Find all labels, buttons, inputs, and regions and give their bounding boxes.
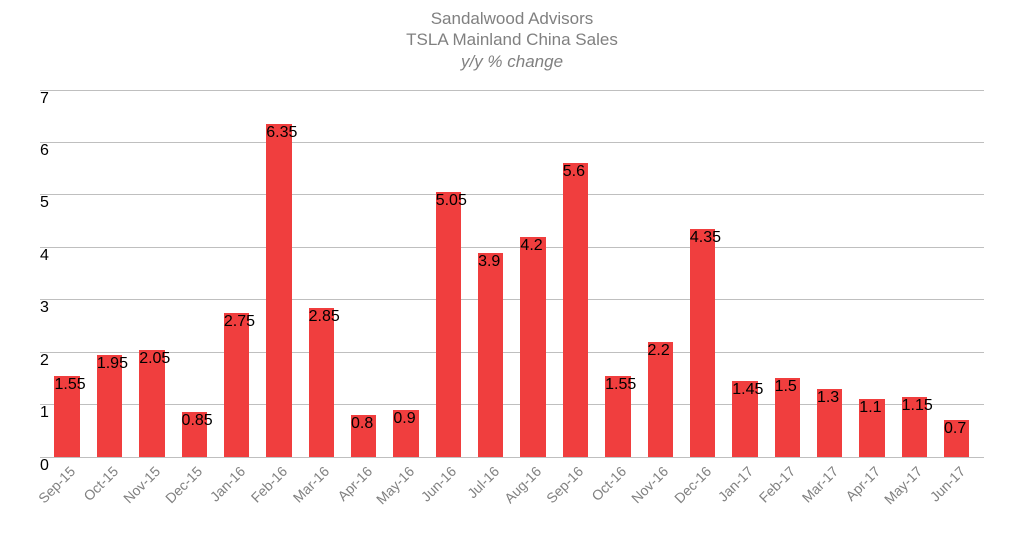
bar-slot: 1.5: [766, 90, 808, 457]
bar: 2.05: [139, 350, 164, 457]
x-tick: Oct-15: [88, 457, 130, 458]
bar: 1.95: [97, 355, 122, 457]
bar-slot: 0.85: [173, 90, 215, 457]
x-tick: May-16: [385, 457, 427, 458]
x-tick: Aug-16: [512, 457, 554, 458]
x-tick: May-17: [893, 457, 935, 458]
x-tick-label: Mar-17: [798, 463, 841, 506]
x-tick: Apr-17: [851, 457, 893, 458]
bar: 0.9: [393, 410, 418, 457]
bar-slot: 5.05: [427, 90, 469, 457]
bar: 3.9: [478, 253, 503, 457]
x-tick-label: Dec-15: [162, 463, 205, 506]
x-tick-label: Feb-16: [248, 463, 291, 506]
bar-slot: 4.35: [681, 90, 723, 457]
bar-slot: 2.75: [215, 90, 257, 457]
bar: 1.45: [732, 381, 757, 457]
x-tick-label: Nov-15: [120, 463, 163, 506]
bar-slot: 4.2: [512, 90, 554, 457]
bar-slot: 1.15: [893, 90, 935, 457]
x-tick-label: Jan-17: [715, 463, 757, 505]
bar-slot: 1.1: [851, 90, 893, 457]
x-tick-label: Mar-16: [290, 463, 333, 506]
x-tick-label: Oct-16: [588, 463, 629, 504]
x-tick-label: Jun-16: [418, 463, 460, 505]
bar: 2.2: [648, 342, 673, 457]
bar-slot: 1.95: [88, 90, 130, 457]
bar: 1.55: [605, 376, 630, 457]
x-tick-label: Jul-16: [464, 463, 502, 501]
bar: 2.75: [224, 313, 249, 457]
bar-slot: 2.85: [300, 90, 342, 457]
x-tick: Jun-16: [427, 457, 469, 458]
x-tick-label: Aug-16: [501, 463, 544, 506]
bar: 0.85: [182, 412, 207, 457]
bar: 5.6: [563, 163, 588, 457]
bar-series: 1.55 1.95 2.05 0.85 2.75 6.35 2.85 0.8 0.9 5.05 3.…: [40, 90, 984, 457]
x-tick: Oct-16: [597, 457, 639, 458]
chart-title-line-1: Sandalwood Advisors: [0, 8, 1024, 29]
x-tick: Jul-16: [470, 457, 512, 458]
x-tick: Jun-17: [936, 457, 978, 458]
x-tick: Dec-16: [681, 457, 723, 458]
x-tick: Nov-15: [131, 457, 173, 458]
x-tick: Jan-17: [724, 457, 766, 458]
bar: 1.15: [902, 397, 927, 457]
x-tick: Feb-17: [766, 457, 808, 458]
x-tick: Mar-17: [808, 457, 850, 458]
bar: 2.85: [309, 308, 334, 457]
bar: 0.7: [944, 420, 969, 457]
x-tick: Mar-16: [300, 457, 342, 458]
bar-slot: 0.8: [343, 90, 385, 457]
bar-slot: 1.45: [724, 90, 766, 457]
x-tick-label: Apr-17: [842, 463, 883, 504]
x-tick-label: Apr-16: [334, 463, 375, 504]
bar: 1.55: [54, 376, 79, 457]
x-tick-label: Nov-16: [628, 463, 671, 506]
x-tick-label: Dec-16: [671, 463, 714, 506]
bar: 1.3: [817, 389, 842, 457]
x-tick: Jan-16: [215, 457, 257, 458]
x-tick-label: Sep-16: [544, 463, 587, 506]
x-axis-labels: Sep-15Oct-15Nov-15Dec-15Jan-16Feb-16Mar-…: [40, 457, 984, 458]
bar-slot: 1.55: [46, 90, 88, 457]
x-tick: Apr-16: [343, 457, 385, 458]
x-tick-label: May-17: [881, 463, 925, 507]
chart-title-line-3: y/y % change: [0, 51, 1024, 72]
x-tick-label: Feb-17: [756, 463, 799, 506]
bar: 4.2: [520, 237, 545, 457]
x-tick-label: May-16: [373, 463, 417, 507]
bar: 5.05: [436, 192, 461, 457]
sales-yoy-chart: Sandalwood AdvisorsTSLA Mainland China S…: [0, 0, 1024, 537]
x-tick: Sep-15: [46, 457, 88, 458]
bar-slot: 1.3: [808, 90, 850, 457]
bar: 1.1: [859, 399, 884, 457]
bar: 1.5: [775, 378, 800, 457]
bar-slot: 0.7: [936, 90, 978, 457]
x-tick: Dec-15: [173, 457, 215, 458]
bar-slot: 6.35: [258, 90, 300, 457]
chart-title: Sandalwood AdvisorsTSLA Mainland China S…: [0, 8, 1024, 72]
chart-title-line-2: TSLA Mainland China Sales: [0, 29, 1024, 50]
x-tick: Feb-16: [258, 457, 300, 458]
x-tick-label: Jan-16: [206, 463, 248, 505]
x-tick: Sep-16: [554, 457, 596, 458]
bar-slot: 0.9: [385, 90, 427, 457]
bar-slot: 2.2: [639, 90, 681, 457]
plot-area: 01234567 1.551.952.050.852.756.352.850.8…: [40, 90, 984, 457]
bar: 6.35: [266, 124, 291, 457]
bar-slot: 3.9: [470, 90, 512, 457]
bar: 4.35: [690, 229, 715, 457]
bar: 0.8: [351, 415, 376, 457]
bar-slot: 2.05: [131, 90, 173, 457]
x-tick: Nov-16: [639, 457, 681, 458]
x-tick-label: Jun-17: [926, 463, 968, 505]
x-tick-label: Oct-15: [80, 463, 121, 504]
bar-slot: 1.55: [597, 90, 639, 457]
bar-slot: 5.6: [554, 90, 596, 457]
